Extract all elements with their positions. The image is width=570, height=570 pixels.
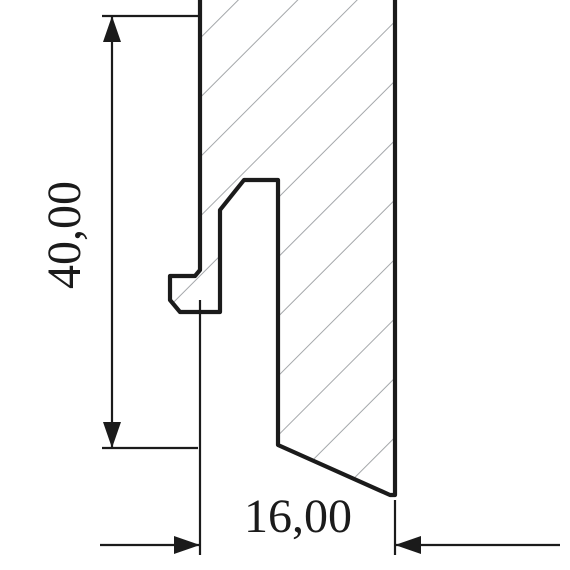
dim-vertical: 40,00	[38, 16, 198, 448]
dim-horizontal-value: 16,00	[244, 490, 352, 543]
dim-vertical-value: 40,00	[38, 181, 91, 289]
